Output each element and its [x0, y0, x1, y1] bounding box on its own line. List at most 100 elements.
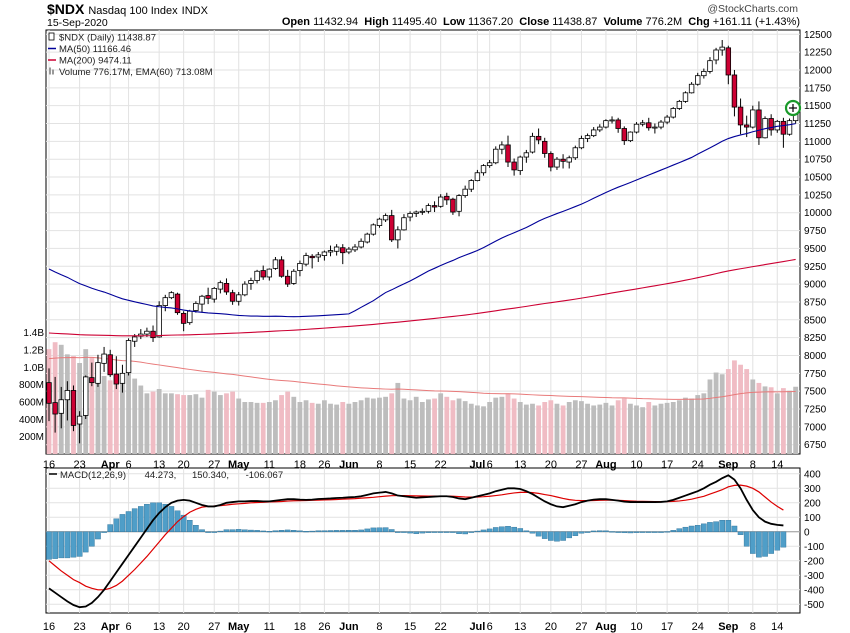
macd-date-label: 15	[404, 621, 416, 633]
candle-up	[407, 213, 413, 218]
price-date-label: 15	[404, 459, 416, 471]
volume-bar	[138, 385, 144, 454]
legend-macd-signal-text: 150.340,	[192, 470, 229, 481]
macd-date-label: 27	[208, 621, 220, 633]
volume-bar	[750, 379, 756, 454]
volume-bar	[707, 379, 713, 454]
candle-down	[278, 259, 285, 277]
macd-date-label: Aug	[595, 621, 616, 633]
candle-up	[321, 251, 328, 256]
candle-up	[517, 156, 523, 172]
candle-down	[511, 161, 517, 171]
candle-up	[670, 108, 676, 118]
volume-bar	[523, 404, 529, 454]
macd-histogram-bar	[456, 531, 462, 534]
candle-down	[205, 295, 211, 299]
candle-up	[370, 224, 377, 235]
macd-histogram-bar	[119, 514, 126, 533]
price-date-label: Aug	[595, 459, 616, 471]
brand-logo[interactable]: @StockCharts.com	[707, 3, 798, 15]
macd-histogram-bar	[407, 531, 413, 534]
candle-down	[621, 128, 627, 142]
volume-bar	[101, 376, 107, 454]
candle-up	[333, 246, 340, 252]
candle-up	[529, 135, 536, 153]
price-date-label: 20	[178, 459, 190, 471]
macd-histogram-bar	[529, 531, 536, 534]
candle-up	[401, 217, 407, 231]
last-price-marker[interactable]	[784, 99, 802, 117]
macd-date-label: 22	[435, 621, 447, 633]
price-date-label: 14	[771, 459, 783, 471]
volume-bar	[456, 398, 462, 454]
candle-up	[425, 205, 432, 212]
candle-up	[291, 270, 297, 284]
candle-down	[737, 106, 744, 126]
macd-histogram-bar	[652, 531, 658, 533]
volume-bar	[603, 402, 609, 454]
candle-up	[162, 297, 168, 306]
price-tick-label: 12250	[804, 48, 832, 59]
volume-bar	[646, 402, 652, 454]
volume-bar	[266, 402, 272, 454]
price-date-label: 27	[575, 459, 587, 471]
macd-histogram-bar	[395, 531, 401, 533]
volume-bar	[413, 396, 419, 454]
macd-histogram-bar	[180, 514, 187, 532]
macd-date-label: 17	[661, 621, 673, 633]
macd-histogram-bar	[523, 530, 530, 532]
macd-date-label: 16	[43, 621, 55, 633]
volume-bar	[670, 402, 676, 454]
volume-bar	[762, 386, 768, 454]
macd-histogram-bar	[560, 531, 566, 541]
candle-up	[609, 119, 615, 122]
candle-up	[119, 372, 126, 384]
macd-histogram-bar	[297, 530, 303, 532]
candle-up	[187, 310, 193, 324]
volume-bar	[756, 382, 762, 454]
macd-histogram-bar	[639, 531, 646, 533]
candle-down	[444, 195, 450, 201]
volume-tick-label: 200M	[19, 432, 44, 443]
macd-date-label: 20	[178, 621, 190, 633]
legend-price-text: $NDX (Daily) 11438.87	[59, 33, 156, 44]
macd-histogram-bar	[590, 530, 597, 532]
volume-bar	[169, 393, 174, 454]
candle-up	[676, 100, 683, 109]
macd-histogram-bar	[554, 531, 560, 542]
price-date-label: 23	[73, 459, 85, 471]
macd-histogram-bar	[76, 531, 83, 557]
candle-up	[95, 362, 101, 384]
macd-histogram-bar	[468, 531, 475, 533]
volume-bar	[725, 369, 731, 454]
high-label: High	[364, 16, 389, 28]
macd-histogram-bar	[272, 530, 279, 533]
macd-histogram-bar	[131, 508, 138, 533]
macd-date-label: 13	[153, 621, 165, 633]
volume-bar	[652, 405, 658, 454]
macd-histogram-bar	[278, 530, 285, 533]
macd-histogram-bar	[327, 530, 334, 532]
price-tick-label: 7750	[804, 369, 827, 380]
macd-histogram-bar	[725, 520, 732, 533]
volume-tick-label: 600M	[19, 398, 44, 409]
index-name: Nasdaq 100 Index	[88, 5, 178, 17]
macd-tick-label: -500	[804, 600, 824, 611]
macd-histogram-bar	[46, 531, 52, 560]
volume-bar	[279, 395, 284, 454]
volume-bar	[676, 400, 682, 454]
price-date-label: 6	[125, 459, 131, 471]
macd-date-label: 18	[294, 621, 306, 633]
macd-histogram-bar	[346, 530, 352, 533]
candle-up	[242, 283, 248, 296]
volume-bar	[640, 407, 646, 454]
candle-up	[474, 172, 481, 182]
candle-down	[548, 153, 554, 168]
macd-histogram-bar	[572, 531, 579, 536]
price-tick-label: 7250	[804, 405, 827, 416]
price-date-label: Sep	[718, 459, 738, 471]
macd-tick-label: 200	[804, 498, 821, 509]
macd-histogram-bar	[505, 526, 511, 532]
candle-up	[652, 126, 658, 129]
macd-histogram-bar	[248, 529, 254, 532]
